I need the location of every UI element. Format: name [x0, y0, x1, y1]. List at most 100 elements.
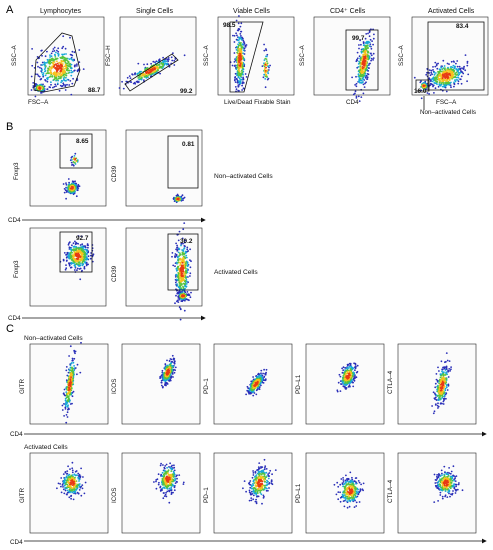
event-dot	[177, 259, 180, 262]
event-dot	[71, 491, 74, 494]
event-dot	[434, 398, 436, 400]
event-dot	[64, 65, 67, 68]
event-dot	[264, 378, 267, 381]
event-dot	[173, 361, 176, 364]
event-dot	[74, 152, 77, 155]
event-dot	[234, 86, 237, 88]
event-dot	[445, 372, 447, 374]
event-dot	[166, 490, 169, 493]
event-dot	[432, 391, 435, 394]
event-dot	[31, 48, 33, 50]
event-dot	[38, 66, 41, 69]
event-dot	[181, 277, 184, 280]
event-dot	[170, 486, 173, 489]
event-dot	[38, 75, 41, 78]
event-dot	[64, 61, 67, 64]
event-dot	[234, 81, 237, 83]
event-dot	[70, 376, 72, 379]
event-dot	[176, 244, 179, 247]
event-dot	[46, 88, 49, 91]
event-dot	[150, 62, 153, 65]
event-dot	[241, 89, 244, 91]
event-dot	[180, 243, 183, 245]
event-dot	[433, 74, 436, 76]
event-dot	[240, 35, 242, 37]
event-dot	[263, 376, 265, 379]
event-dot	[434, 87, 437, 90]
event-dot	[171, 59, 174, 62]
event-dot	[163, 475, 166, 478]
event-dot	[79, 371, 82, 374]
event-dot	[233, 52, 236, 54]
event-dot	[167, 371, 169, 374]
event-dot	[242, 52, 245, 55]
event-dot	[161, 471, 164, 474]
event-dot	[173, 464, 175, 467]
event-dot	[67, 72, 70, 74]
event-dot	[234, 78, 236, 81]
event-dot	[245, 393, 248, 396]
event-dot	[41, 69, 43, 71]
event-dot	[54, 54, 56, 57]
event-dot	[129, 77, 132, 79]
event-dot	[337, 381, 340, 384]
event-dot	[177, 295, 180, 297]
event-dot	[428, 93, 430, 95]
event-dot	[342, 375, 345, 377]
event-dot	[161, 63, 164, 66]
event-dot	[44, 74, 47, 77]
event-dot	[182, 250, 185, 253]
event-dot	[239, 62, 242, 64]
event-dot	[176, 262, 178, 265]
event-dot	[255, 393, 258, 396]
event-dot	[425, 88, 428, 90]
event-dot	[177, 261, 180, 264]
event-dot	[359, 81, 362, 84]
event-dot	[365, 47, 368, 50]
event-dot	[243, 53, 246, 55]
event-dot	[68, 181, 70, 184]
density-cloud	[336, 362, 359, 393]
event-dot	[174, 58, 177, 60]
event-dot	[74, 470, 77, 473]
event-dot	[169, 488, 172, 491]
event-dot	[359, 77, 362, 80]
event-dot	[367, 32, 369, 35]
event-dot	[57, 65, 60, 68]
event-dot	[72, 77, 74, 80]
event-dot	[234, 76, 237, 78]
event-dot	[71, 469, 74, 472]
event-dot	[51, 50, 54, 53]
event-dot	[49, 75, 52, 78]
event-dot	[75, 488, 78, 491]
event-dot	[363, 86, 366, 88]
event-dot	[190, 260, 192, 263]
density-cloud	[229, 15, 248, 93]
event-dot	[63, 191, 66, 194]
density-cloud	[62, 178, 81, 200]
event-dot	[171, 354, 174, 357]
event-dot	[67, 397, 70, 399]
event-dot	[181, 267, 184, 270]
event-dot	[180, 287, 183, 290]
event-dot	[265, 66, 267, 69]
event-dot	[442, 400, 445, 403]
event-dot	[438, 382, 440, 385]
event-dot	[450, 366, 452, 368]
event-dot	[264, 373, 266, 375]
event-dot	[121, 80, 123, 83]
event-dot	[187, 276, 189, 278]
event-dot	[161, 369, 164, 372]
event-dot	[441, 385, 444, 387]
event-dot	[447, 75, 449, 77]
event-dot	[61, 404, 64, 407]
event-dot	[73, 367, 76, 370]
event-dot	[74, 243, 77, 246]
event-dot	[366, 78, 368, 80]
event-dot	[339, 375, 342, 378]
event-dot	[263, 49, 266, 52]
event-dot	[52, 86, 54, 89]
event-dot	[352, 371, 355, 374]
event-dot	[239, 57, 242, 59]
event-dot	[436, 80, 438, 83]
